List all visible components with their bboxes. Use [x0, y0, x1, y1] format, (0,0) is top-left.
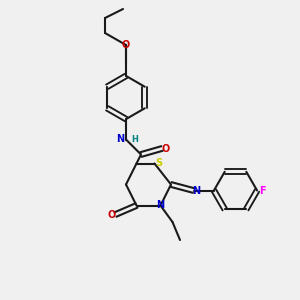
Text: O: O — [122, 40, 130, 50]
Text: N: N — [156, 200, 165, 211]
Text: O: O — [108, 209, 116, 220]
Text: N: N — [116, 134, 125, 145]
Text: F: F — [259, 185, 266, 196]
Text: N: N — [192, 185, 200, 196]
Text: S: S — [155, 158, 163, 169]
Text: H: H — [131, 135, 138, 144]
Text: O: O — [161, 143, 170, 154]
